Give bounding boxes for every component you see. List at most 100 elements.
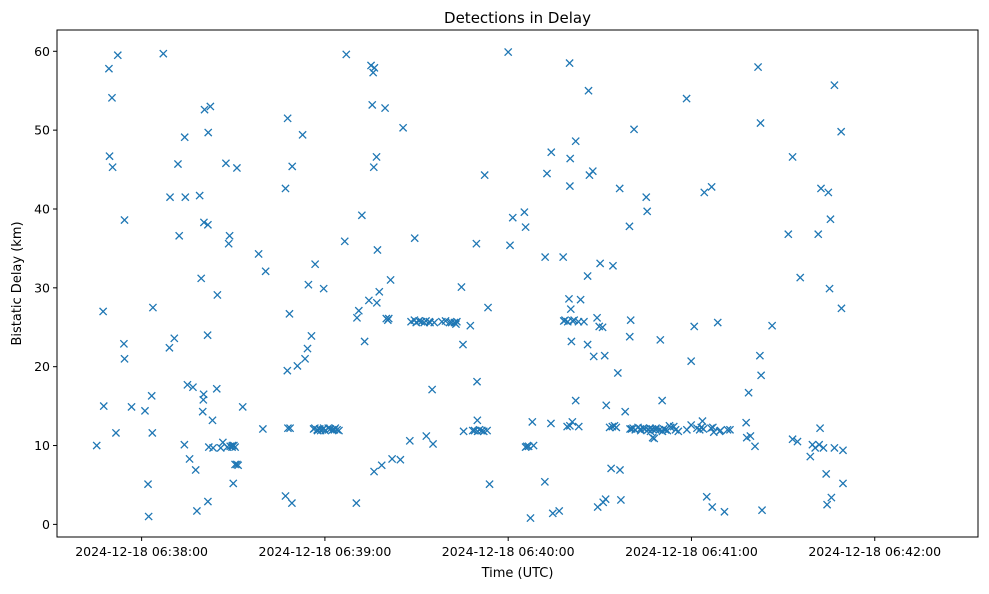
data-point [92,441,101,450]
data-point [574,422,583,431]
data-point [304,280,313,289]
x-tick-label: 2024-12-18 06:39:00 [259,544,392,559]
data-point [793,437,802,446]
data-point [546,419,556,428]
data-point [307,331,316,340]
data-point [588,167,597,176]
data-point [144,512,153,521]
data-point [368,100,377,109]
data-point [231,460,240,469]
data-point [601,495,610,504]
data-point [234,461,243,470]
data-point [113,51,122,60]
data-point [459,427,468,436]
data-point [643,207,652,216]
data-point [625,222,634,231]
data-point [559,253,568,262]
data-point [723,425,732,434]
data-point [208,416,217,425]
data-point [607,464,616,473]
data-point [148,303,157,312]
data-point [360,337,369,346]
data-point [656,335,665,344]
data-point [621,407,630,416]
data-point [225,231,234,240]
data-point [576,295,585,304]
data-point [209,443,218,452]
data-point [229,479,238,488]
data-point [195,191,204,200]
data-point [593,313,602,322]
data-point [571,396,580,405]
data-point [357,211,366,220]
data-point [504,48,513,57]
data-point [120,215,129,225]
data-point [105,152,114,161]
data-point [505,241,515,250]
data-point [107,93,117,102]
data-point [319,284,328,293]
data-point [565,182,574,191]
data-point [768,321,777,330]
data-point [281,491,290,501]
data-point [754,62,763,72]
data-point [529,441,538,450]
data-point [213,290,222,299]
data-point [826,215,835,224]
data-point [303,344,312,353]
data-point [99,307,108,316]
data-point [555,506,564,516]
data-point [370,467,379,476]
y-axis-title: Bistatic Delay (km) [10,221,25,345]
data-point [457,282,466,292]
data-point [522,442,531,451]
data-point [428,385,437,394]
data-point [508,213,517,222]
data-point [373,245,382,255]
data-point [254,249,263,258]
data-point [824,188,833,197]
data-point [165,343,174,352]
data-point [206,102,215,111]
data-point [708,502,717,512]
data-point [571,137,580,146]
data-point [472,239,481,248]
data-point [324,424,333,433]
data-point [372,152,381,162]
data-point [589,352,598,361]
data-point [720,507,729,516]
data-point [616,495,625,505]
data-point [334,426,344,435]
data-point [473,416,482,425]
data-point [203,497,212,506]
data-point [687,420,696,430]
data-point [180,440,189,449]
data-point [377,461,386,470]
data-point [430,318,439,327]
x-tick-label: 2024-12-18 06:41:00 [625,544,758,559]
data-point [293,361,302,370]
data-point [119,339,128,348]
data-point [104,64,113,73]
y-tick-label: 60 [34,44,50,59]
data-point [814,230,823,239]
data-point [364,296,373,305]
data-point [666,423,675,432]
data-point [642,193,651,202]
x-axis-title: Time (UTC) [481,566,554,581]
data-point [540,477,549,486]
data-point [819,443,828,452]
data-point [366,61,376,70]
data-point [583,271,592,281]
data-point [298,130,307,139]
data-point [480,171,489,180]
data-point [608,261,618,270]
data-point [204,128,213,137]
data-point [725,425,735,434]
data-point [111,428,121,437]
data-point [173,159,183,169]
data-point [283,424,292,433]
data-point [451,320,461,329]
data-point [615,465,625,475]
